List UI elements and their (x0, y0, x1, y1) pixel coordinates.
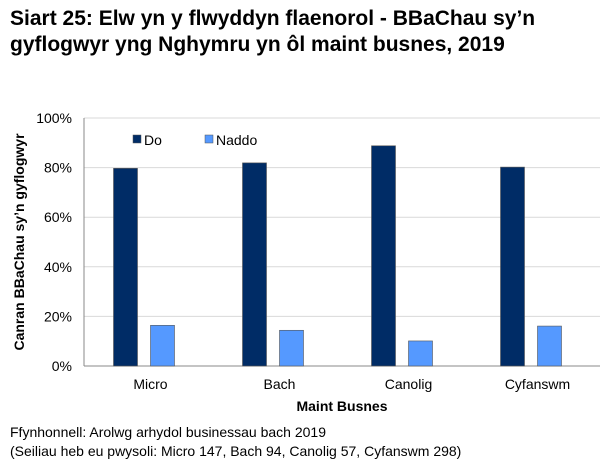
y-tick-label: 40% (44, 259, 72, 275)
y-tick-label: 100% (36, 110, 72, 126)
bar-naddo-canolig (408, 340, 433, 367)
bar-do-bach (242, 162, 267, 367)
chart-title: Siart 25: Elw yn y flwyddyn flaenorol - … (10, 7, 536, 56)
sample-base-note: (Seiliau heb eu pwysoli: Micro 147, Bach… (10, 443, 462, 459)
y-tick-label: 60% (44, 209, 72, 225)
bar-naddo-cyfanswm (537, 325, 562, 367)
x-tick-label: Bach (264, 376, 296, 392)
bar-do-cyfanswm (500, 166, 525, 367)
y-tick-label: 80% (44, 160, 72, 176)
x-axis-title: Maint Busnes (296, 398, 387, 414)
x-tick-label: Micro (133, 376, 167, 392)
legend-swatch-do (132, 134, 142, 144)
bar-do-micro (113, 168, 138, 367)
y-tick-label: 0% (52, 358, 72, 374)
legend-label-do: Do (144, 132, 162, 148)
x-tick-label: Cyfanswm (505, 376, 570, 392)
y-axis-title: Canran BBaChau sy’n gyflogwyr (11, 133, 27, 351)
source-note: Ffynhonnell: Arolwg arhydol businessau b… (10, 424, 326, 440)
x-tick-label: Canolig (385, 376, 432, 392)
legend-swatch-naddo (204, 134, 214, 144)
bar-naddo-micro (150, 325, 175, 367)
bar-naddo-bach (279, 329, 304, 367)
bar-do-canolig (371, 145, 396, 367)
legend-label-naddo: Naddo (216, 132, 257, 148)
y-tick-label: 20% (44, 308, 72, 324)
